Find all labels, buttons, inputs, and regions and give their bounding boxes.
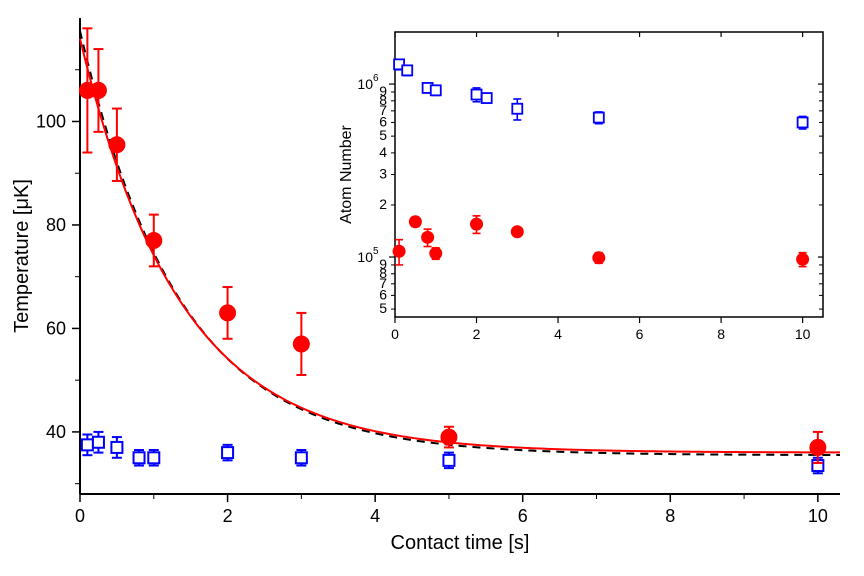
svg-text:60: 60 [46,318,66,338]
svg-text:40: 40 [46,422,66,442]
svg-text:6: 6 [636,326,644,342]
svg-text:Contact time [s]: Contact time [s] [391,532,530,554]
svg-text:3: 3 [379,166,387,182]
svg-text:0: 0 [391,326,399,342]
svg-text:4: 4 [370,506,380,526]
svg-text:8: 8 [717,326,725,342]
svg-text:Temperature [μK]: Temperature [μK] [11,179,33,333]
svg-text:5: 5 [379,127,387,143]
svg-text:8: 8 [665,506,675,526]
svg-text:6: 6 [518,506,528,526]
svg-text:2: 2 [379,196,387,212]
svg-text:9: 9 [379,83,387,99]
svg-text:4: 4 [379,144,387,160]
svg-text:10: 10 [357,249,373,265]
svg-text:2: 2 [223,506,233,526]
svg-text:10: 10 [357,76,373,92]
svg-text:100: 100 [36,111,66,131]
svg-text:5: 5 [379,300,387,316]
figure: 0246810406080100Contact time [s]Temperat… [0,0,864,576]
svg-text:5: 5 [373,246,379,257]
svg-text:2: 2 [473,326,481,342]
svg-text:10: 10 [808,506,828,526]
svg-text:4: 4 [554,326,562,342]
svg-text:Atom Number: Atom Number [338,124,355,223]
svg-text:0: 0 [75,506,85,526]
svg-text:80: 80 [46,215,66,235]
svg-text:9: 9 [379,256,387,272]
svg-text:10: 10 [795,326,811,342]
svg-text:6: 6 [373,73,379,84]
